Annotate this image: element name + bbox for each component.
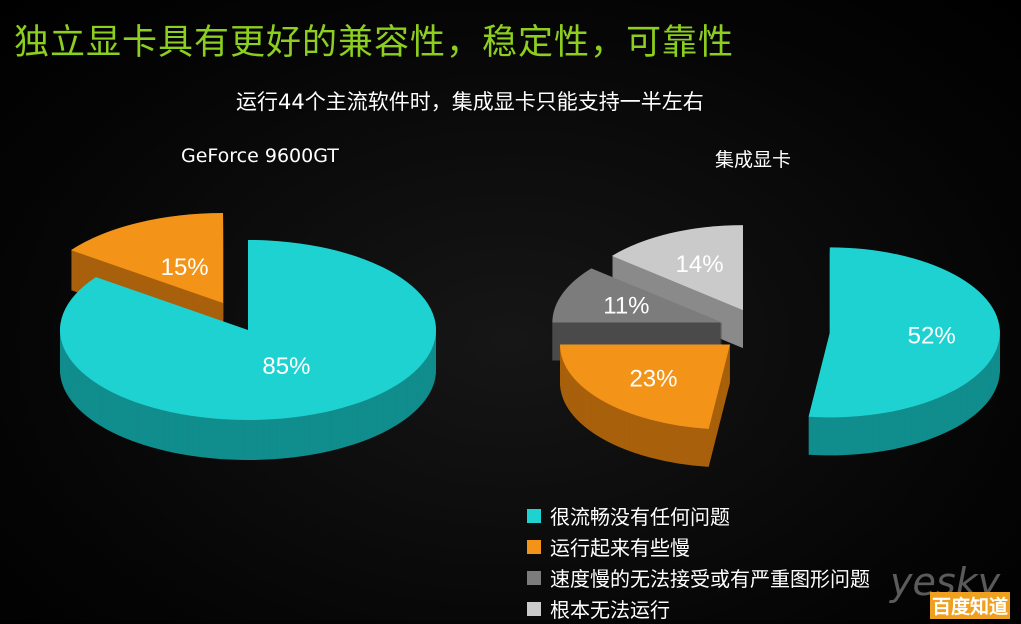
legend-swatch: [527, 539, 541, 554]
pie-slice-1-0: 52%: [808, 247, 1000, 456]
pie-slice-top: [70, 213, 224, 304]
legend-label: 运行起来有些慢: [550, 536, 690, 560]
legend: 很流畅没有任何问题 运行起来有些慢 速度慢的无法接受或有严重图形问题 根本无法运…: [527, 500, 870, 624]
slide-subtitle: 运行44个主流软件时，集成显卡只能支持一半左右: [236, 90, 704, 114]
legend-item: 根本无法运行: [527, 593, 870, 624]
pie-data-label: 52%: [908, 323, 956, 350]
legend-swatch: [527, 601, 541, 616]
legend-label: 根本无法运行: [550, 598, 670, 622]
pie-data-label: 15%: [161, 254, 209, 281]
pie-slice-0-0: 85%: [59, 240, 437, 461]
pie-slice-top: [808, 247, 1000, 418]
legend-swatch: [527, 570, 541, 585]
pie-title-geforce: GeForce 9600GT: [181, 145, 339, 167]
legend-item: 运行起来有些慢: [527, 531, 870, 562]
pie-slice-top: [559, 344, 730, 429]
legend-label: 速度慢的无法接受或有严重图形问题: [550, 567, 870, 591]
watermark-badge: 百度知道: [930, 592, 1011, 619]
legend-item: 很流畅没有任何问题: [527, 500, 870, 531]
pie-slice-top: [552, 268, 723, 323]
pie-title-integrated: 集成显卡: [715, 149, 792, 171]
pie-slice-1-2: 11%: [552, 268, 723, 361]
legend-swatch: [527, 508, 541, 523]
pie-slice-1-1: 23%: [559, 344, 730, 467]
pie-data-label: 85%: [262, 353, 310, 380]
pie-slice-top: [611, 225, 743, 311]
slide-title: 独立显卡具有更好的兼容性，稳定性，可靠性: [14, 23, 735, 63]
pie-data-label: 23%: [629, 365, 677, 392]
pie-slice-0-1: 15%: [70, 213, 224, 344]
legend-label: 很流畅没有任何问题: [550, 505, 730, 529]
legend-item: 速度慢的无法接受或有严重图形问题: [527, 562, 870, 593]
pie-data-label: 14%: [676, 251, 724, 278]
pie-slice-top: [60, 240, 437, 420]
pie-data-label: 11%: [603, 292, 649, 319]
